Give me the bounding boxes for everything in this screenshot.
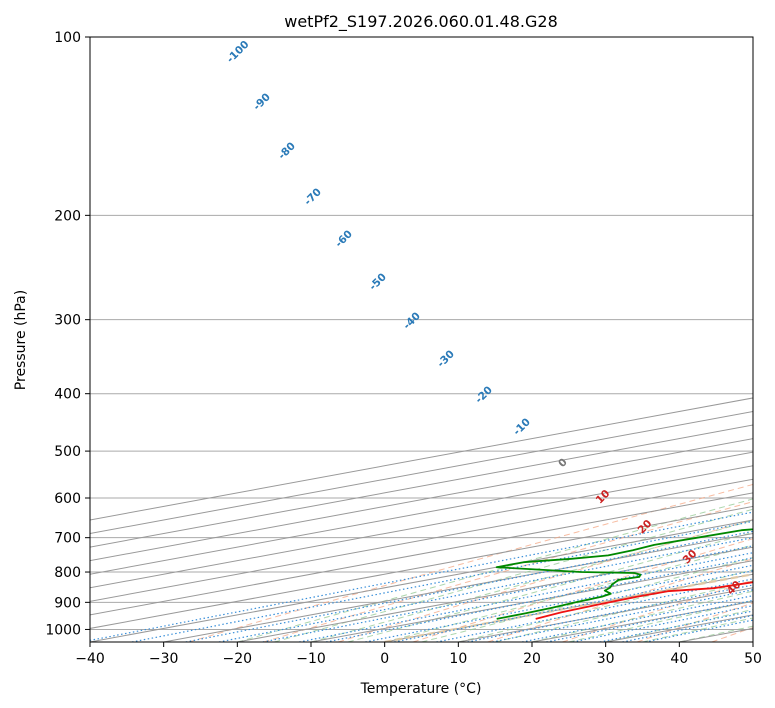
dry-adiabat-line <box>188 483 753 642</box>
mixing-ratio-line <box>365 564 753 642</box>
dry-adiabat-label: -50 <box>367 271 389 293</box>
dry-adiabat-line <box>711 627 753 642</box>
dry-adiabat-label: -90 <box>251 91 273 113</box>
isotherm-line <box>90 505 753 629</box>
dry-adiabat-label: -30 <box>435 348 457 370</box>
isobar-gridlines <box>90 37 753 630</box>
moist-adiabat-line <box>384 544 753 642</box>
y-axis-label: Pressure (hPa) <box>13 290 29 390</box>
mixing-ratio-line <box>394 570 753 642</box>
dry-adiabat-label: -80 <box>276 140 298 162</box>
dry-adiabat-label: -10 <box>511 416 533 438</box>
x-tick-label: 20 <box>523 651 541 667</box>
isotherm-line <box>310 560 753 642</box>
moist-adiabat-line <box>642 617 753 642</box>
y-tick-label: 500 <box>54 444 81 460</box>
y-tick-label: 900 <box>54 595 81 611</box>
moist-adiabat-line <box>274 508 753 642</box>
dry-adiabat-line <box>562 579 753 642</box>
isotherm-line <box>384 573 753 642</box>
y-tick-label: 400 <box>54 387 81 403</box>
moist-adiabat-label: 10 <box>594 488 613 507</box>
y-tick-label: 800 <box>54 565 81 581</box>
dry-adiabat-label: -100 <box>224 38 251 65</box>
mixing-ratio-line <box>299 552 753 642</box>
y-tick-label: 200 <box>54 208 81 224</box>
y-tick-label: 700 <box>54 531 81 547</box>
dry-adiabat-line <box>263 501 753 642</box>
dry-adiabat-line <box>412 538 753 642</box>
y-axis-ticks: 100 200 300 400 500 600 700 800 900 1000 <box>45 30 90 638</box>
sounding-profiles <box>495 528 753 620</box>
isotherm-line <box>90 438 753 562</box>
isotherm-line <box>752 641 753 642</box>
isotherm-line <box>163 533 753 642</box>
isotherm-line <box>90 424 753 548</box>
temperature-profile-line <box>535 581 753 620</box>
dry-adiabat-label: -60 <box>333 228 355 250</box>
x-tick-label: −30 <box>149 651 179 667</box>
x-tick-label: −20 <box>223 651 253 667</box>
dry-adiabats <box>188 483 753 642</box>
mixing-ratio-line <box>546 599 753 642</box>
x-tick-label: 0 <box>380 651 389 667</box>
mixing-ratio-line <box>90 511 753 642</box>
moist-adiabat-label: 0 <box>556 456 570 470</box>
x-tick-label: −40 <box>75 651 105 667</box>
mixing-ratio-line <box>325 557 753 642</box>
y-tick-label: 600 <box>54 491 81 507</box>
isotherm-line <box>90 478 753 602</box>
x-tick-label: −10 <box>296 651 326 667</box>
dry-adiabat-label: -70 <box>302 186 324 208</box>
dry-adiabat-line <box>338 519 753 642</box>
x-tick-label: 30 <box>597 651 615 667</box>
moist-adiabat-line <box>347 531 753 642</box>
plot-frame <box>89 36 754 643</box>
dry-adiabat-label: -40 <box>401 310 423 332</box>
isotherm-line <box>90 492 753 616</box>
plot-area: -100-90-80-70-60-50-40-30-20-100.10.20.4… <box>90 37 753 642</box>
isotherm-line <box>90 465 753 589</box>
isotherms <box>90 397 753 642</box>
mixing-ratio-line <box>436 578 753 642</box>
moist-adiabat-line <box>310 519 753 642</box>
moist-adiabat-line <box>495 580 753 642</box>
mixing-ratio-line <box>467 584 753 642</box>
y-tick-label: 300 <box>54 313 81 329</box>
x-axis-label: Temperature (°C) <box>360 681 482 697</box>
line-labels: -100-90-80-70-60-50-40-30-20-100.10.20.4… <box>224 38 744 598</box>
dewpoint-profile-line <box>495 528 753 620</box>
y-tick-label: 1000 <box>45 622 81 638</box>
zero-isotherm-line <box>384 573 753 642</box>
moist-adiabat-label: 40 <box>725 579 744 598</box>
x-tick-label: 10 <box>449 651 467 667</box>
chart-title: wetPf2_S197.2026.060.01.48.G28 <box>284 12 558 32</box>
moist-adiabat-line <box>421 557 753 642</box>
mixing-ratio-line <box>185 530 753 642</box>
x-tick-label: 40 <box>670 651 688 667</box>
x-axis-ticks: −40 −30 −20 −10 0 10 20 30 40 50 <box>75 642 762 667</box>
isotherm-line <box>90 451 753 575</box>
x-tick-label: 50 <box>744 651 762 667</box>
dry-adiabat-label: -20 <box>473 384 495 406</box>
isotherm-line <box>90 519 753 642</box>
y-tick-label: 100 <box>54 30 81 46</box>
mixing-ratio-lines <box>90 511 753 642</box>
